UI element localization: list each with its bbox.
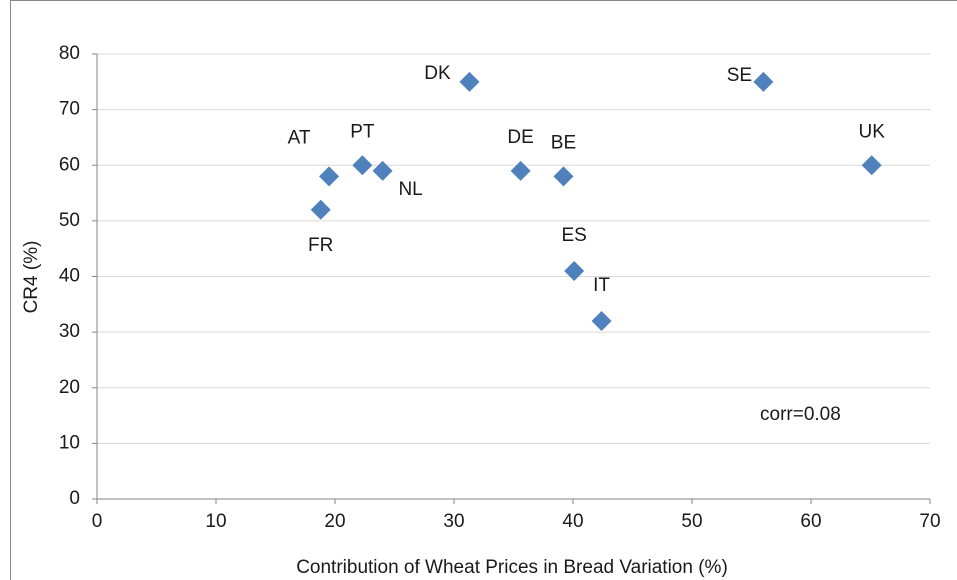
y-tick-label: 0	[69, 488, 80, 509]
y-tick-label: 20	[59, 377, 80, 398]
point-label: SE	[727, 65, 752, 86]
point	[319, 166, 340, 187]
point-label: UK	[858, 121, 885, 142]
x-tick-label: 70	[919, 511, 940, 532]
point	[564, 260, 585, 281]
x-tick-label: 10	[205, 511, 226, 532]
x-tick-label: 40	[562, 511, 583, 532]
point-label: ES	[562, 225, 587, 246]
point-label: DE	[507, 127, 533, 148]
annotation: corr=0.08	[760, 404, 841, 425]
point-label: AT	[288, 127, 311, 148]
point	[553, 166, 574, 187]
point	[753, 71, 774, 92]
point-label: FR	[308, 235, 333, 256]
point	[372, 160, 393, 181]
point	[591, 311, 612, 331]
point-label: IT	[593, 275, 610, 296]
point	[352, 155, 373, 176]
point	[310, 199, 331, 220]
point-label: DK	[424, 63, 451, 84]
x-tick-label: 30	[443, 511, 464, 532]
point	[510, 160, 531, 181]
y-tick-label: 40	[59, 266, 80, 287]
x-axis-title: Contribution of Wheat Prices in Bread Va…	[296, 557, 728, 578]
x-tick-label: 0	[92, 511, 103, 532]
y-tick-label: 60	[59, 154, 80, 175]
y-tick-label: 10	[59, 432, 80, 453]
x-tick-label: 60	[800, 511, 821, 532]
y-tick-label: 80	[59, 43, 80, 64]
point-label: NL	[398, 179, 422, 200]
y-tick-label: 70	[59, 99, 80, 120]
x-tick-label: 20	[324, 511, 345, 532]
y-axis-title: CR4 (%)	[21, 241, 42, 314]
y-tick-label: 50	[59, 210, 80, 231]
point-label: BE	[551, 132, 576, 153]
point-label: PT	[350, 121, 375, 142]
point	[861, 155, 882, 176]
chart-border	[10, 0, 957, 580]
point	[459, 71, 480, 92]
x-tick-label: 50	[681, 511, 702, 532]
y-tick-label: 30	[59, 321, 80, 342]
